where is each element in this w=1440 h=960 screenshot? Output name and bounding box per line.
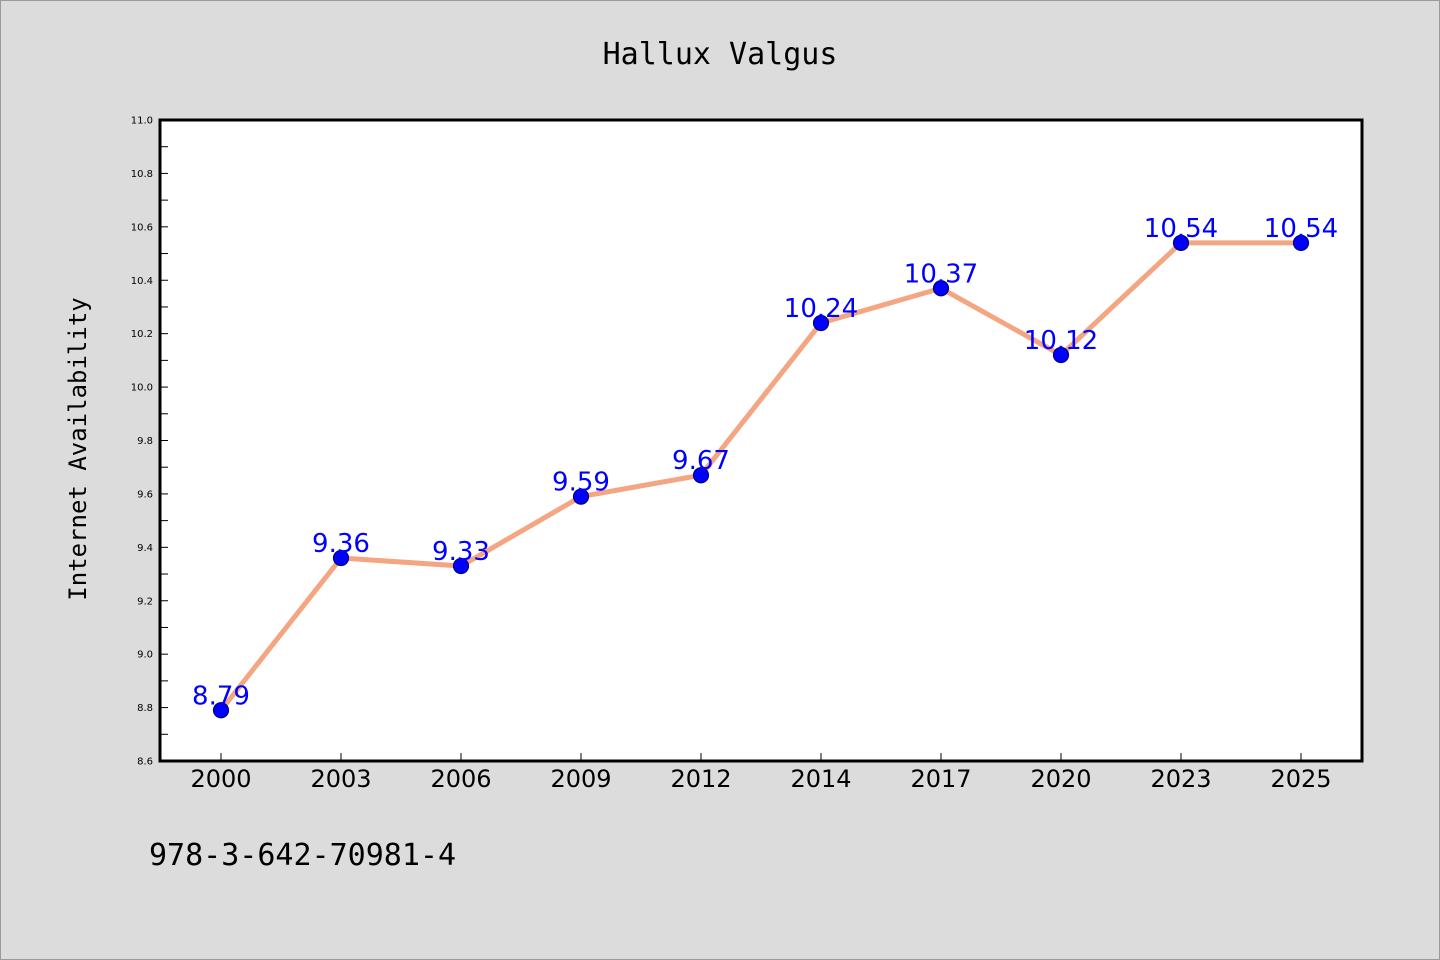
- y-tick-label: 10.2: [131, 329, 153, 340]
- data-label: 10.12: [1024, 326, 1098, 356]
- data-label: 10.54: [1144, 214, 1218, 244]
- x-axis: 2000 2003 2006 2009 2012 2014 2017 2020 2023 2025: [190, 753, 1332, 793]
- y-tick-label: 9.8: [137, 436, 153, 447]
- data-label-layer: 8.79 9.36 9.33 9.59 9.67 10.24 10.37 10.12 10.54…: [192, 214, 1338, 711]
- x-tick-label: 2000: [190, 765, 251, 793]
- y-axis: 8.6 8.8 9.0 9.2 9.4 9.6 9.8 10.0 10.2 10.4 10.6 10.…: [131, 116, 168, 768]
- x-tick-label: 2020: [1030, 765, 1091, 793]
- data-point: [452, 557, 470, 575]
- data-label: 10.54: [1264, 214, 1338, 244]
- x-tick-label: 2012: [670, 765, 731, 793]
- y-tick-label: 10.6: [131, 222, 153, 233]
- x-tick-label: 2014: [790, 765, 851, 793]
- data-label: 9.33: [432, 537, 490, 567]
- x-tick-label: 2017: [910, 765, 971, 793]
- data-label: 10.37: [904, 259, 978, 289]
- x-tick-label: 2009: [550, 765, 611, 793]
- y-tick-label: 8.8: [137, 703, 153, 714]
- y-tick-label: 9.2: [137, 596, 153, 607]
- data-label: 9.59: [552, 468, 610, 498]
- data-point: [1172, 234, 1190, 251]
- data-point: [1292, 234, 1310, 251]
- data-point: [1052, 346, 1070, 364]
- y-tick-label: 9.4: [137, 543, 153, 554]
- y-tick-label: 8.6: [137, 757, 153, 768]
- y-tick-label: 11.0: [131, 116, 153, 127]
- x-tick-label: 2023: [1150, 765, 1211, 793]
- data-point: [212, 702, 230, 719]
- isbn-footer: 978-3-642-70981-4: [149, 838, 456, 873]
- y-tick-label: 9.6: [137, 489, 153, 500]
- data-point: [332, 549, 350, 567]
- series-line: [218, 240, 1304, 713]
- series-layer: [212, 234, 1310, 719]
- data-label: 9.36: [312, 529, 370, 559]
- y-tick-label: 9.0: [137, 650, 153, 661]
- data-label: 8.79: [192, 681, 250, 711]
- chart-title: Hallux Valgus: [603, 37, 838, 72]
- y-tick-label: 10.0: [131, 383, 153, 394]
- plot-area: [158, 118, 1364, 763]
- data-point: [932, 280, 950, 297]
- y-tick-label: 10.8: [131, 169, 153, 180]
- y-tick-label: 10.4: [131, 276, 153, 287]
- data-point: [692, 467, 710, 484]
- data-point: [572, 488, 590, 505]
- x-tick-label: 2025: [1270, 765, 1331, 793]
- data-point: [812, 314, 830, 332]
- data-label: 10.24: [784, 294, 858, 324]
- y-axis-label: Internet Availability: [64, 297, 92, 600]
- x-tick-label: 2006: [430, 765, 491, 793]
- data-label: 9.67: [672, 446, 730, 476]
- x-tick-label: 2003: [310, 765, 371, 793]
